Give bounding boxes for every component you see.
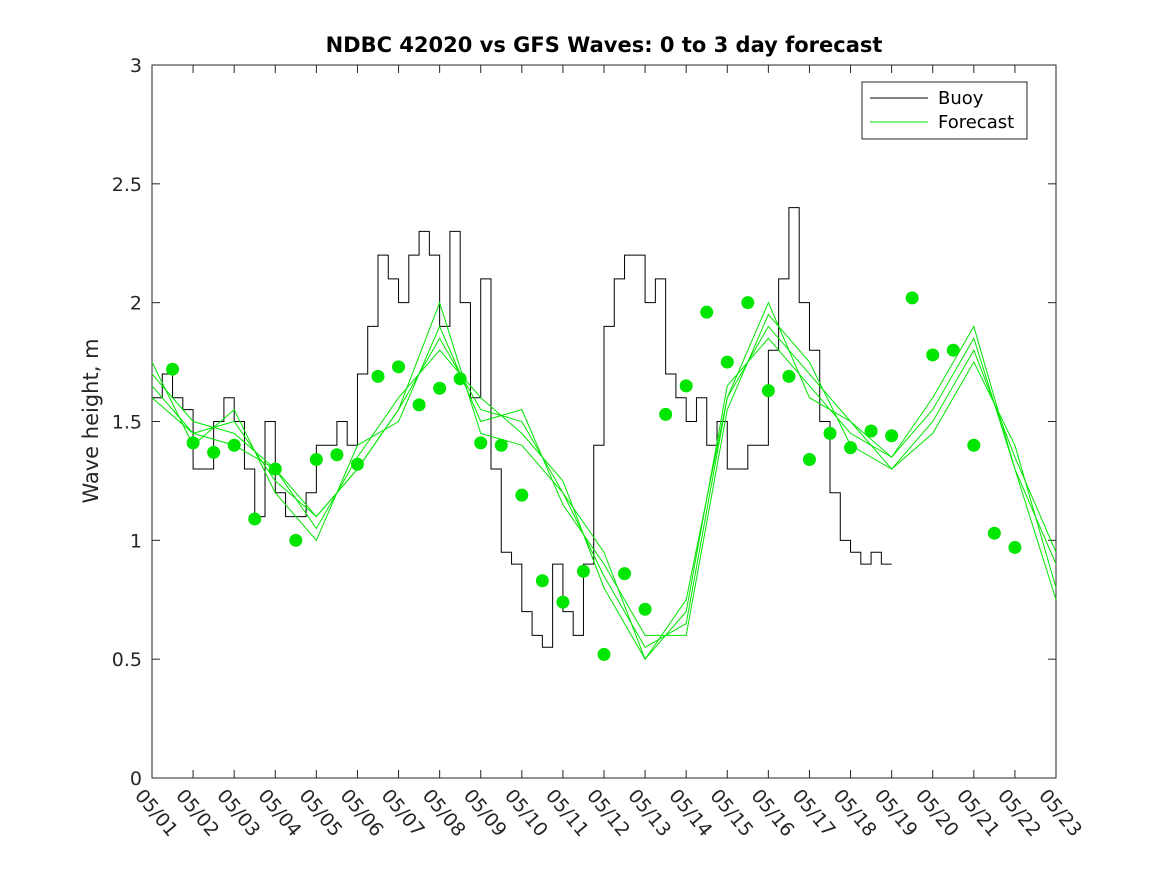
forecast-point: [248, 512, 262, 526]
forecast-point: [823, 426, 837, 440]
x-tick-label: 05/15: [705, 785, 757, 841]
legend-forecast-label: Forecast: [938, 112, 1014, 133]
forecast-point: [618, 567, 632, 581]
x-tick-label: 05/08: [418, 785, 470, 841]
forecast-point: [453, 372, 467, 386]
forecast-point: [576, 564, 590, 578]
forecast-point: [967, 438, 981, 452]
forecast-point: [782, 369, 796, 383]
x-tick-label: 05/20: [911, 785, 963, 841]
x-tick-label: 05/02: [171, 785, 223, 841]
forecast-point: [1008, 540, 1022, 554]
x-tick-label: 05/21: [952, 785, 1004, 841]
x-tick-label: 05/04: [253, 785, 305, 841]
y-axis-label: Wave height, m: [79, 338, 103, 503]
forecast-point: [289, 533, 303, 547]
x-tick-label: 05/05: [295, 785, 347, 841]
y-tick-label: 2: [130, 293, 142, 315]
x-tick-label: 05/22: [993, 785, 1045, 841]
forecast-point: [844, 441, 858, 455]
forecast-point: [227, 438, 241, 452]
plot-axes: 00.511.522.5305/0105/0205/0305/0405/0505…: [112, 55, 1086, 841]
x-tick-label: 05/11: [541, 785, 593, 841]
forecast-line-3: [151, 301, 1057, 661]
x-tick-label: 05/18: [829, 785, 881, 841]
legend-buoy-label: Buoy: [938, 88, 984, 109]
forecast-line-2: [151, 313, 1057, 636]
x-tick-label: 05/17: [788, 785, 840, 841]
forecast-point: [761, 384, 775, 398]
forecast-point: [885, 429, 899, 443]
buoy-series: [152, 207, 892, 648]
forecast-point: [412, 398, 426, 412]
x-tick-label: 05/19: [870, 785, 922, 841]
forecast-point: [905, 291, 919, 305]
forecast-point: [987, 526, 1001, 540]
x-tick-label: 05/07: [377, 785, 429, 841]
y-tick-label: 2.5: [112, 174, 142, 196]
x-tick-label: 05/13: [623, 785, 675, 841]
chart-title: NDBC 42020 vs GFS Waves: 0 to 3 day fore…: [326, 33, 883, 57]
forecast-point: [186, 436, 200, 450]
forecast-line-1: [151, 337, 1057, 661]
forecast-point: [679, 379, 693, 393]
forecast-line-0: [151, 325, 1057, 648]
forecast-series: [151, 301, 1057, 661]
x-tick-label: 05/23: [1034, 785, 1086, 841]
forecast-point: [946, 343, 960, 357]
x-tick-label: 05/09: [459, 785, 511, 841]
x-tick-label: 05/12: [582, 785, 634, 841]
forecast-point: [474, 436, 488, 450]
forecast-point: [166, 362, 180, 376]
forecast-point: [597, 647, 611, 661]
forecast-point: [535, 574, 549, 588]
forecast-points: [166, 291, 1022, 661]
forecast-point: [371, 369, 385, 383]
y-tick-label: 1.5: [112, 412, 142, 434]
x-tick-label: 05/16: [747, 785, 799, 841]
forecast-point: [802, 453, 816, 467]
forecast-point: [494, 438, 508, 452]
forecast-point: [330, 448, 344, 462]
forecast-point: [864, 424, 878, 438]
forecast-point: [926, 348, 940, 362]
forecast-point: [309, 453, 323, 467]
forecast-point: [741, 296, 755, 310]
x-tick-label: 05/03: [212, 785, 264, 841]
forecast-point: [207, 445, 221, 459]
x-tick-label: 05/14: [664, 785, 716, 841]
forecast-point: [720, 355, 734, 369]
y-tick-label: 0.5: [112, 649, 142, 671]
y-tick-label: 1: [130, 530, 142, 552]
forecast-point: [556, 595, 570, 609]
forecast-point: [392, 360, 406, 374]
legend: Buoy Forecast: [861, 81, 1028, 140]
x-tick-label: 05/06: [336, 785, 388, 841]
forecast-point: [700, 305, 714, 319]
y-tick-label: 3: [130, 55, 142, 77]
forecast-point: [268, 462, 282, 476]
x-tick-label: 05/10: [500, 785, 552, 841]
x-tick-label: 05/01: [130, 785, 182, 841]
y-tick-label: 0: [130, 768, 142, 790]
forecast-point: [659, 407, 673, 421]
forecast-point: [638, 602, 652, 616]
forecast-point: [433, 381, 447, 395]
legend-box: [861, 81, 1028, 140]
forecast-point: [515, 488, 529, 502]
forecast-point: [350, 457, 364, 471]
buoy-line: [152, 207, 892, 648]
